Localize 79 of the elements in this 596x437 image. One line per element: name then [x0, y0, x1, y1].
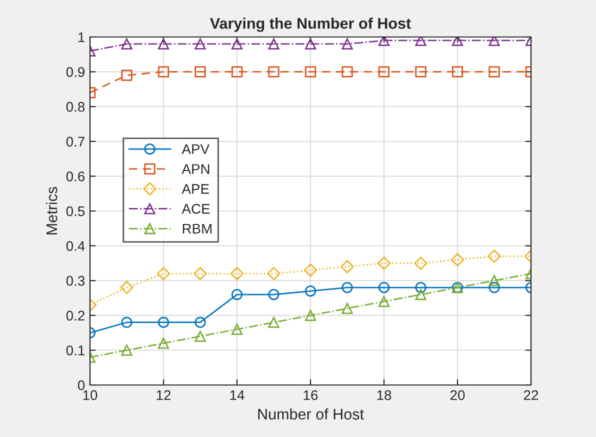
point — [194, 330, 206, 342]
point — [342, 38, 353, 50]
y-tick-label: 0.3 — [66, 276, 85, 286]
point — [488, 66, 500, 78]
point — [230, 267, 244, 280]
point — [488, 282, 500, 294]
point — [158, 66, 170, 78]
y-tick-label: 0.2 — [66, 310, 84, 321]
point — [415, 37, 426, 46]
point — [377, 256, 391, 270]
point — [194, 38, 206, 50]
y-tick-label: 0 — [78, 380, 85, 390]
x-tick-label: 16 — [304, 390, 318, 400]
point — [231, 324, 243, 335]
y-tick-label: 0.4 — [66, 241, 85, 251]
point — [231, 38, 243, 50]
point — [488, 37, 500, 46]
y-axis-title: Metrics — [46, 186, 58, 234]
point — [231, 66, 243, 78]
point — [268, 288, 280, 300]
point — [378, 66, 390, 78]
point — [452, 66, 464, 78]
point — [415, 282, 426, 294]
y-tick-label: 0.9 — [66, 67, 84, 77]
point — [158, 316, 170, 328]
point — [450, 253, 464, 266]
y-tick-label: 0.5 — [66, 206, 85, 216]
point — [415, 288, 426, 300]
legend-label: APN — [182, 164, 210, 174]
point — [121, 38, 132, 50]
point — [194, 267, 207, 280]
point — [231, 288, 243, 300]
point — [415, 66, 426, 78]
x-tick-label: 14 — [230, 390, 244, 400]
x-tick-label: 18 — [377, 390, 392, 400]
x-tick-label: 12 — [156, 390, 171, 400]
point — [121, 344, 132, 356]
point — [342, 302, 353, 314]
point — [194, 66, 206, 78]
point — [268, 316, 280, 328]
legend-label: RBM — [182, 224, 212, 234]
point — [304, 66, 316, 78]
point — [488, 250, 501, 263]
point — [342, 66, 353, 78]
legend-label: ACE — [182, 204, 210, 214]
y-tick-label: 0.7 — [66, 136, 84, 147]
point — [304, 264, 318, 277]
y-tick-label: 1 — [78, 32, 84, 42]
point — [267, 267, 280, 280]
point — [156, 267, 170, 280]
point — [342, 282, 353, 294]
x-tick-label: 22 — [524, 390, 538, 400]
legend-label: APV — [182, 144, 210, 154]
y-tick-label: 0.6 — [66, 172, 85, 182]
chart-title: Varying the Number of Host — [210, 18, 411, 32]
point — [268, 38, 280, 50]
x-tick-label: 20 — [450, 390, 465, 400]
legend-label: APE — [182, 184, 209, 194]
point — [158, 338, 170, 349]
point — [121, 316, 132, 328]
point — [378, 282, 390, 294]
point — [268, 66, 280, 78]
point — [304, 285, 316, 297]
point — [378, 37, 390, 46]
point — [452, 37, 464, 46]
point — [488, 275, 500, 286]
point — [414, 256, 428, 270]
point — [194, 316, 206, 328]
y-tick-label: 0.1 — [66, 346, 84, 356]
point — [158, 38, 170, 50]
x-axis-title: Number of Host — [258, 408, 364, 420]
point — [304, 310, 316, 321]
point — [304, 38, 316, 50]
point — [340, 260, 354, 274]
point — [121, 70, 132, 81]
point — [120, 280, 134, 294]
y-tick-label: 0.8 — [66, 102, 85, 112]
point — [378, 296, 390, 308]
x-tick-label: 10 — [83, 390, 98, 400]
